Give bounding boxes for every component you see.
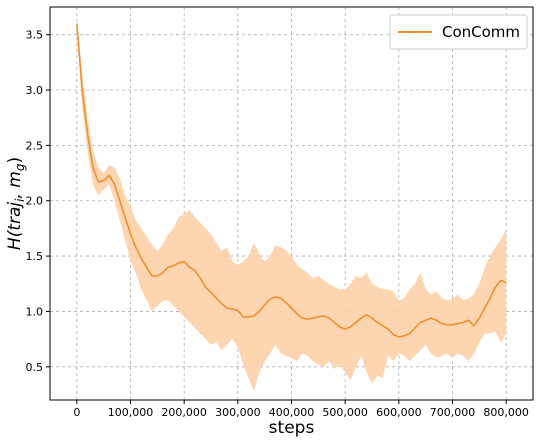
y-tick-label: 2.5 [26, 139, 44, 152]
confidence-band-layer [76, 18, 507, 392]
x-tick-label: 200,000 [161, 406, 207, 419]
y-label-sub-i: i [13, 198, 27, 202]
x-tick-label: 800,000 [483, 406, 529, 419]
x-tick-label: 500,000 [322, 406, 368, 419]
x-tick-label: 600,000 [376, 406, 422, 419]
y-axis-label: H(traji, mg) [5, 157, 27, 250]
legend-entry-concomm: ConComm [442, 23, 520, 41]
y-label-main: H(traj [5, 202, 25, 250]
x-tick-label: 300,000 [215, 406, 261, 419]
y-label-mid: , m [5, 171, 25, 198]
x-tick-label: 100,000 [108, 406, 154, 419]
y-tick-label: 0.5 [26, 361, 44, 374]
y-tick-label: 1.5 [26, 250, 44, 263]
legend: ConComm [389, 14, 528, 50]
x-tick-label: 0 [73, 406, 80, 419]
y-axis-ticks: 0.5 1.0 1.5 2.0 2.5 3.0 3.5 [26, 29, 50, 374]
x-tick-label: 700,000 [430, 406, 476, 419]
y-tick-label: 3.0 [26, 84, 44, 97]
y-label-sub-g: g [13, 163, 27, 171]
confidence-band-concomm [76, 18, 507, 392]
x-tick-label: 400,000 [269, 406, 315, 419]
series-line-layer [76, 23, 507, 338]
legend-box [389, 14, 528, 50]
series-line-concomm [76, 23, 507, 338]
x-axis-label: steps [269, 418, 315, 438]
x-axis-ticks: 0 100,000 200,000 300,000 400,000 500,000 600,… [73, 400, 529, 419]
y-tick-label: 3.5 [26, 29, 44, 42]
y-tick-label: 2.0 [26, 195, 44, 208]
y-label-end: ) [5, 157, 25, 164]
y-tick-label: 1.0 [26, 305, 44, 318]
